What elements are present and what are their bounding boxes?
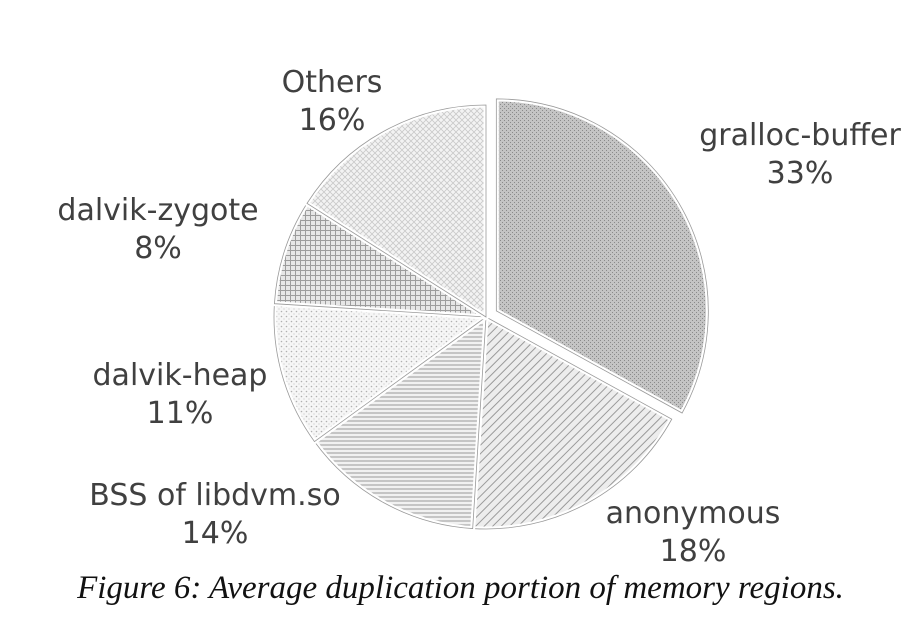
- slice-label-value: 33%: [767, 156, 834, 191]
- slice-label-name: anonymous: [606, 496, 781, 531]
- pie-slice-outline: [313, 316, 487, 530]
- slice-label-name: Others: [282, 65, 383, 100]
- pie-slice-outline: [273, 303, 488, 443]
- slice-label-name: gralloc-buffer: [699, 118, 901, 153]
- slice-label-value: 14%: [182, 516, 249, 551]
- slice-label-name: BSS of libdvm.so: [89, 478, 340, 513]
- slice-label-name: dalvik-zygote: [57, 193, 258, 228]
- slice-label-name: dalvik-heap: [93, 358, 268, 393]
- figure-caption: Figure 6: Average duplication portion of…: [77, 570, 844, 606]
- slice-label-value: 18%: [660, 534, 727, 569]
- slice-label-value: 8%: [134, 231, 182, 266]
- pie-slice-outline: [306, 104, 487, 318]
- slice-label-value: 16%: [299, 103, 366, 138]
- pie-slice-outline: [472, 316, 673, 530]
- pie-slice-outline: [495, 98, 709, 414]
- slice-label-value: 11%: [147, 396, 214, 431]
